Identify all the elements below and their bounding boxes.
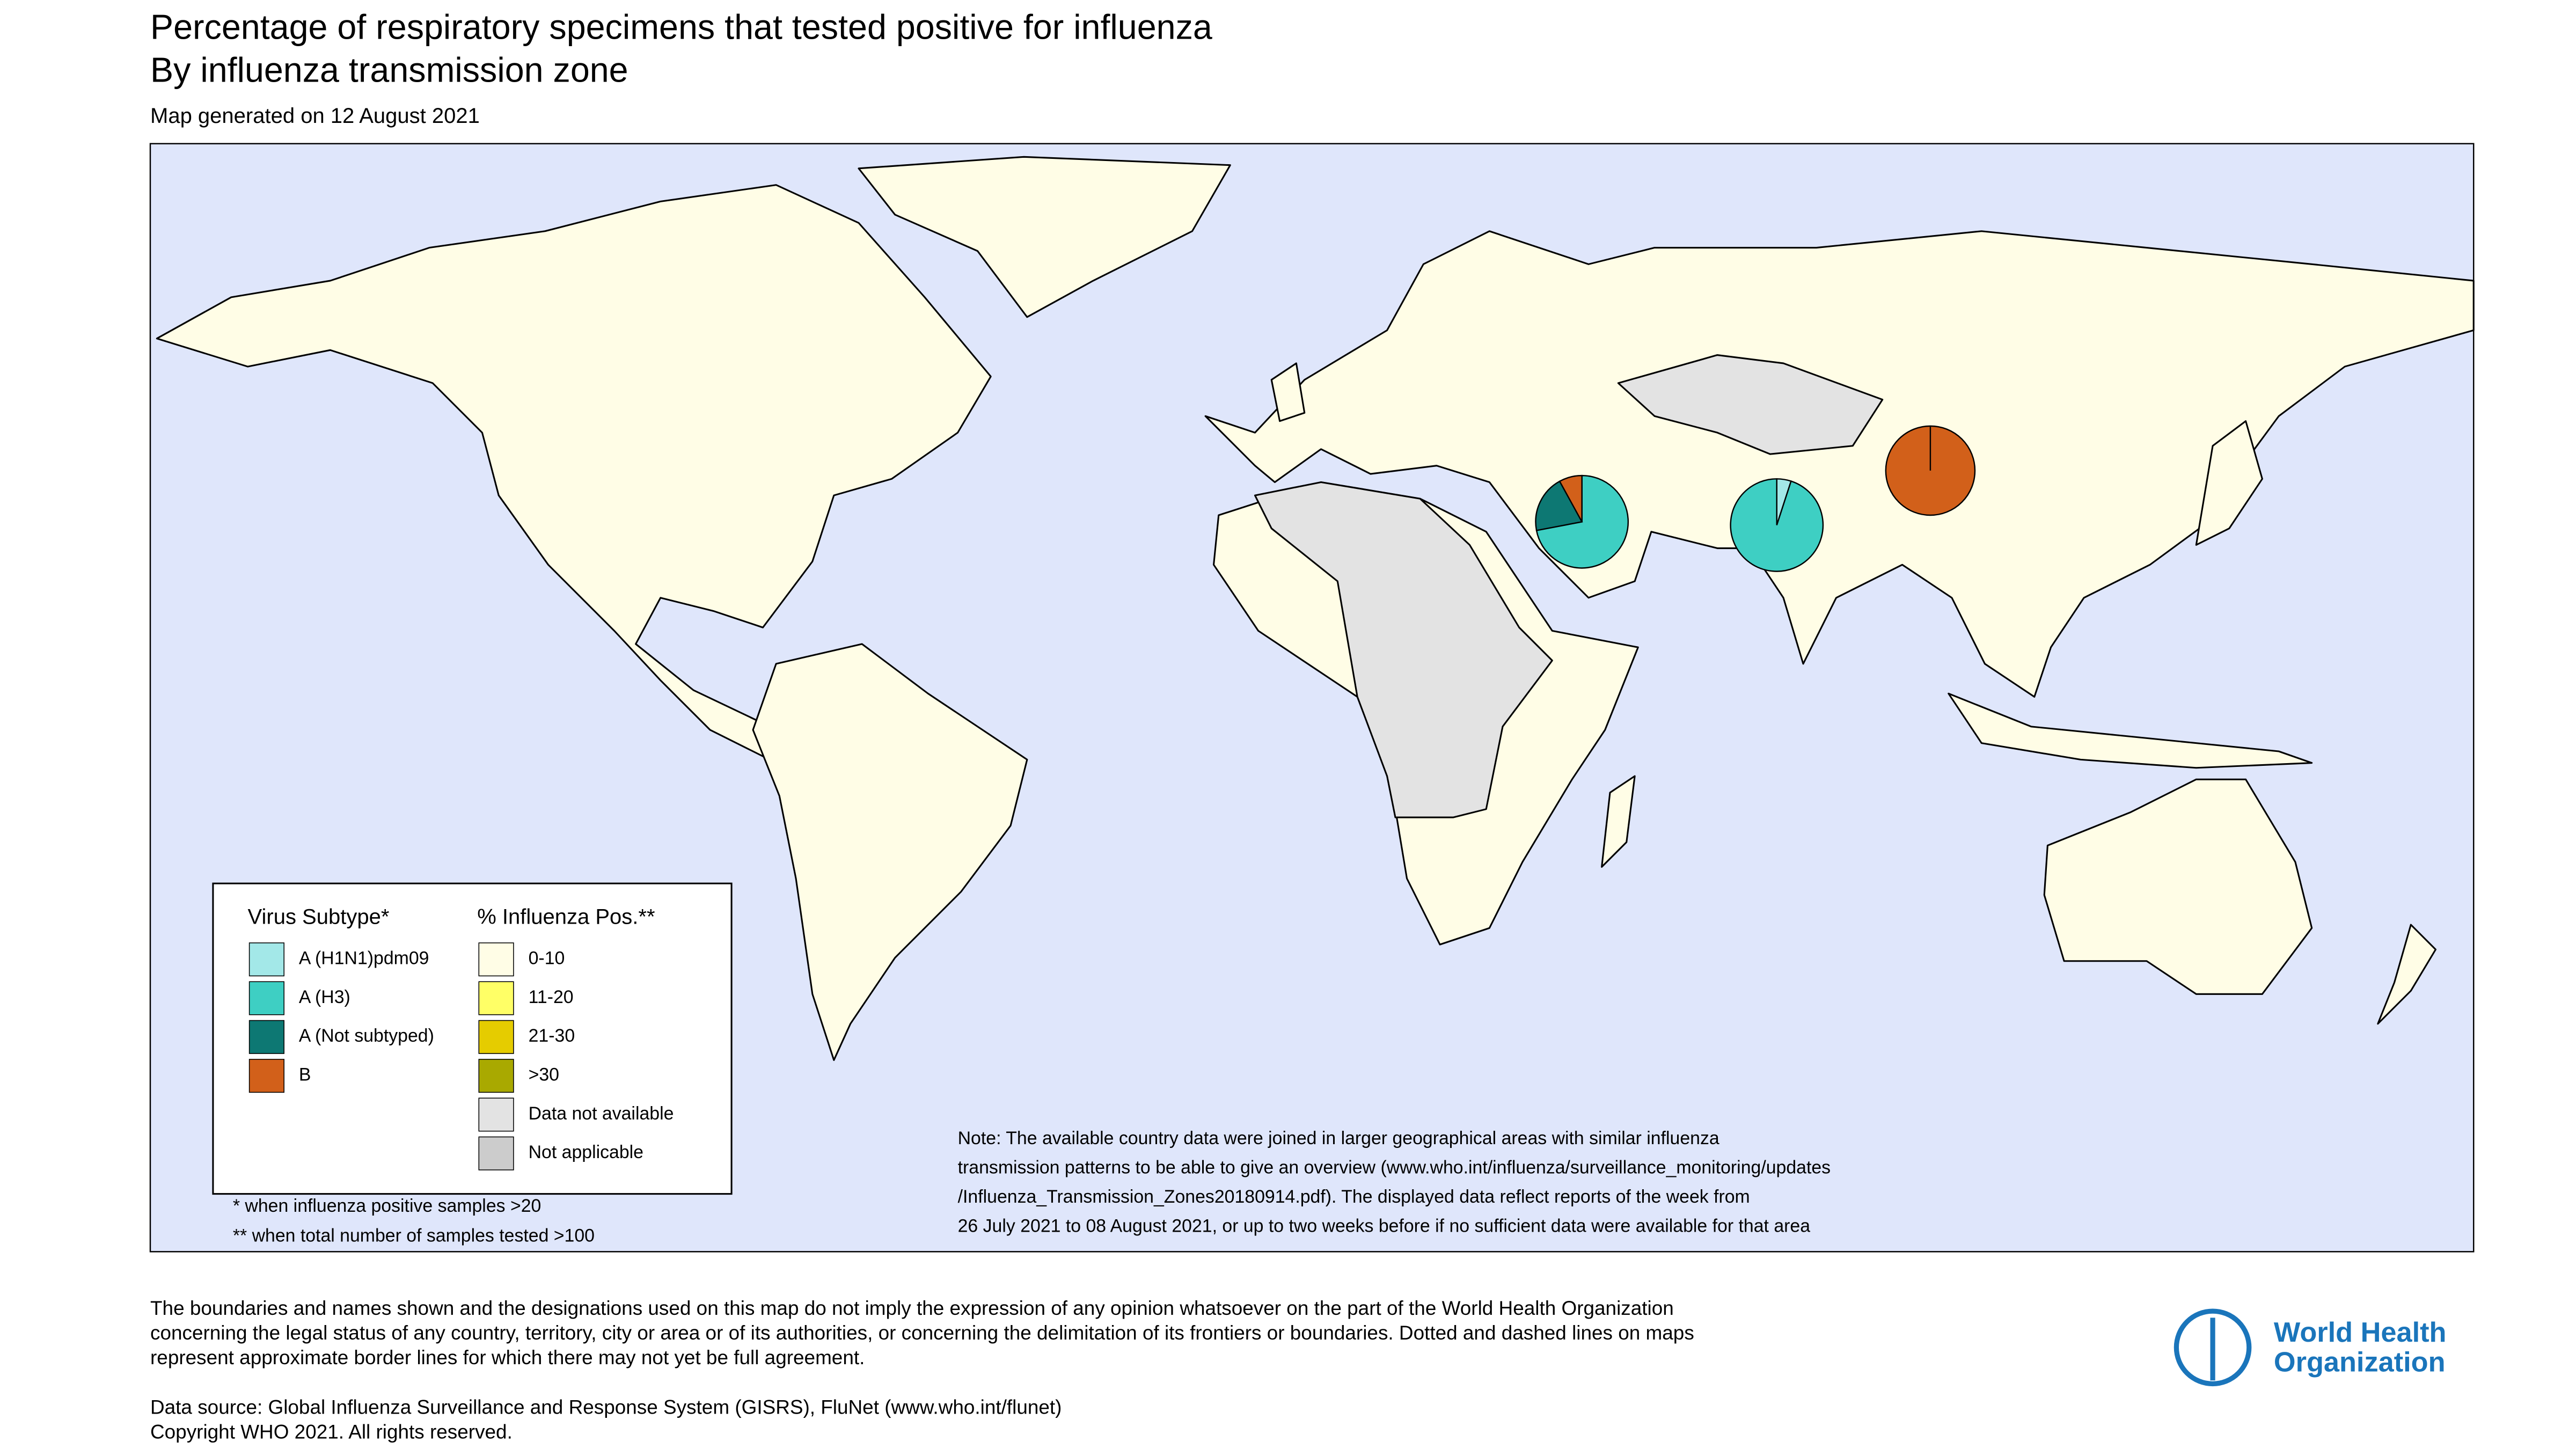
source-line: Copyright WHO 2021. All rights reserved. <box>150 1421 513 1443</box>
north-america <box>156 184 992 764</box>
disclaimer-line: represent approximate border lines for w… <box>150 1346 865 1368</box>
legend-swatch <box>478 981 514 1015</box>
note-line: Note: The available country data were jo… <box>958 1128 1719 1148</box>
map-date: Map generated on 12 August 2021 <box>150 104 480 128</box>
legend-box <box>212 882 733 1195</box>
australia <box>2043 778 2313 995</box>
footnote: ** when total number of samples tested >… <box>233 1226 595 1246</box>
note-line: transmission patterns to be able to give… <box>958 1157 1831 1177</box>
data-source: Data source: Global Influenza Surveillan… <box>150 1396 1062 1443</box>
legend-swatch <box>248 981 284 1015</box>
new-zealand <box>2377 924 2437 1025</box>
legend-swatch <box>248 942 284 977</box>
grey-zones <box>1254 354 1884 818</box>
legend-swatch <box>478 942 514 977</box>
pie-charts <box>1535 425 1976 572</box>
source-line: Data source: Global Influenza Surveillan… <box>150 1396 1062 1418</box>
legend-title: Virus Subtype* <box>248 905 390 928</box>
legend-label: Data not available <box>529 1103 674 1124</box>
central-asia <box>1617 354 1884 455</box>
disclaimer-line: concerning the legal status of any count… <box>150 1322 1694 1344</box>
north-central-africa <box>1254 481 1553 818</box>
pie-slice <box>1535 480 1583 531</box>
legend-label: 21-30 <box>529 1026 575 1046</box>
eurasia <box>1204 230 2475 698</box>
legend-label: A (H3) <box>299 987 350 1007</box>
logo-emblem <box>2174 1308 2252 1387</box>
legend-label: >30 <box>529 1065 559 1085</box>
legend-label: B <box>299 1065 311 1085</box>
disclaimer-line: The boundaries and names shown and the d… <box>150 1297 1674 1319</box>
legend-label: 0-10 <box>529 948 565 969</box>
legend-swatch <box>478 1136 514 1170</box>
legend-label: A (H1N1)pdm09 <box>299 948 429 969</box>
greenland <box>858 156 1231 318</box>
footnote: * when influenza positive samples >20 <box>233 1196 541 1216</box>
legend-swatch <box>248 1059 284 1093</box>
note: Note: The available country data were jo… <box>958 1128 1831 1236</box>
title: Percentage of respiratory specimens that… <box>150 8 1212 46</box>
pie-slice <box>1558 474 1583 522</box>
legend-label: Not applicable <box>529 1142 643 1162</box>
south-america <box>752 643 1028 1061</box>
who-logo: World Health Organization <box>2174 1308 2447 1387</box>
note-line: 26 July 2021 to 08 August 2021, or up to… <box>958 1216 1811 1236</box>
logo-text: Organization <box>2274 1346 2446 1378</box>
legend-swatch <box>478 1020 514 1054</box>
legend-label: 11-20 <box>529 987 574 1007</box>
note-line: /Influenza_Transmission_Zones20180914.pd… <box>958 1187 1750 1207</box>
disclaimer: The boundaries and names shown and the d… <box>150 1297 1694 1368</box>
pie-slice <box>1730 478 1824 572</box>
legend-label: A (Not subtyped) <box>299 1026 434 1046</box>
madagascar <box>1601 775 1636 868</box>
legend: A (H1N1)pdm09 A (H3) A (Not subtyped) B 0-10… <box>248 942 674 1170</box>
legend-title: % Influenza Pos.** <box>477 905 655 928</box>
legend-swatch <box>478 1097 514 1132</box>
indonesia <box>1948 692 2313 769</box>
logo-text: World Health <box>2274 1317 2447 1348</box>
uk <box>1270 362 1306 422</box>
japan <box>2195 420 2263 546</box>
legend-swatch <box>478 1059 514 1093</box>
subtitle: By influenza transmission zone <box>150 50 628 89</box>
legend-swatch <box>248 1020 284 1054</box>
